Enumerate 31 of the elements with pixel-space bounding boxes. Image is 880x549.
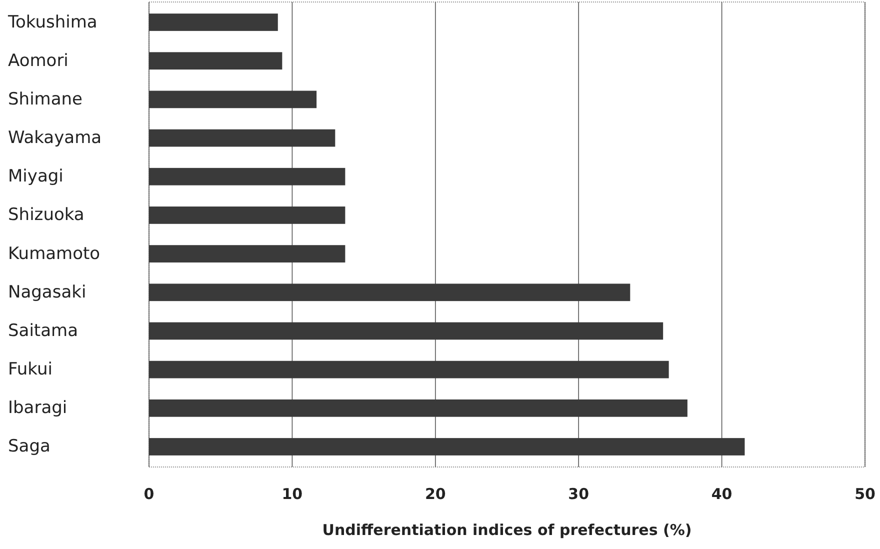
bar [149,168,346,186]
bar [149,129,336,147]
bar [149,52,282,70]
x-tick-label: 30 [568,485,590,503]
bar [149,360,669,378]
x-tick-label: 0 [144,485,154,503]
bar [149,399,688,417]
y-tick-label: Saga [8,436,50,457]
y-tick-label: Ibaragi [8,398,68,418]
bar [149,322,664,340]
y-tick-label: Shimane [8,89,82,110]
bar [149,245,346,262]
y-tick-label: Tokushima [7,12,98,32]
bar [149,284,630,302]
y-tick-label: Shizuoka [8,205,84,226]
y-tick-label: Kumamoto [8,244,100,264]
bar [149,90,317,108]
x-tick-label: 20 [424,485,446,503]
y-tick-label: Fukui [8,360,52,380]
y-tick-label: Miyagi [8,166,64,187]
x-axis-title: Undifferentiation indices of prefectures (%) [322,521,692,539]
bar [149,438,745,456]
y-tick-label: Saitama [8,320,78,341]
x-tick-label: 50 [854,485,876,503]
y-tick-label: Wakayama [8,128,102,148]
y-tick-label: Nagasaki [8,282,86,302]
x-tick-label: 40 [711,485,732,503]
bar [149,206,346,224]
x-tick-label: 10 [282,485,303,503]
y-tick-label: Aomori [8,50,68,71]
bar [149,14,278,31]
